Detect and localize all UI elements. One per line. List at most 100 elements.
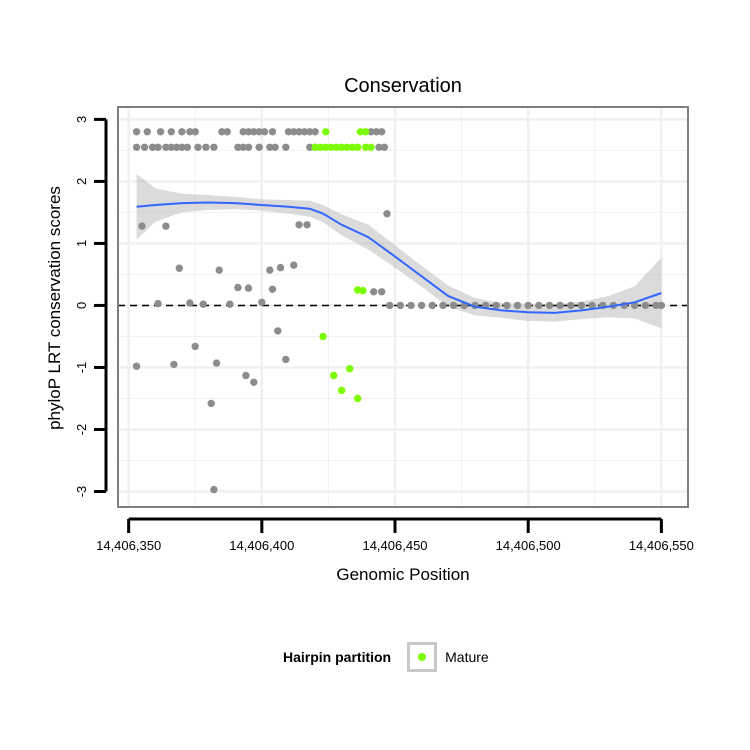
data-point-mature	[338, 143, 346, 151]
legend-title: Hairpin partition	[283, 649, 392, 665]
data-point-mature	[311, 143, 319, 151]
data-point-other	[378, 128, 386, 136]
data-point-other	[132, 128, 141, 136]
data-point-other	[234, 283, 242, 292]
data-point-other	[250, 128, 258, 136]
data-point-other	[577, 301, 586, 310]
data-point-mature	[354, 143, 362, 151]
data-point-mature	[330, 371, 338, 380]
data-point-mature	[356, 128, 365, 136]
data-point-other	[545, 301, 554, 310]
data-point-other	[503, 301, 511, 310]
data-point-other	[492, 301, 500, 310]
data-point-other	[244, 143, 253, 151]
data-point-other	[178, 143, 186, 151]
data-point-other	[303, 221, 311, 229]
data-point-other	[300, 128, 309, 136]
data-point-mature	[316, 143, 325, 151]
data-point-other	[255, 128, 263, 136]
data-point-other	[641, 301, 650, 310]
data-point-other	[154, 143, 162, 151]
data-point-other	[138, 222, 146, 230]
data-point-other	[215, 266, 223, 274]
data-point-other	[132, 362, 141, 370]
data-point-other	[266, 266, 274, 274]
data-point-other	[295, 128, 303, 136]
chart-title: Conservation	[344, 75, 462, 97]
data-point-other	[268, 285, 277, 293]
data-point-other	[162, 222, 170, 230]
data-point-other	[306, 128, 314, 136]
data-point-other	[199, 300, 207, 308]
points-layer	[132, 128, 666, 494]
data-point-mature	[322, 143, 330, 151]
axes-layer: 14,406,350 14,406,400 14,406,450 14,406,500…	[74, 116, 694, 553]
data-point-other	[268, 128, 277, 136]
data-point-mature	[332, 143, 341, 151]
data-point-other	[167, 128, 175, 136]
data-point-other	[380, 143, 389, 151]
data-point-mature	[346, 365, 354, 373]
data-point-mature	[322, 128, 330, 136]
data-point-other	[212, 359, 221, 367]
data-point-other	[186, 299, 194, 307]
x-tick-label: 14,406,550	[629, 538, 694, 553]
data-point-other	[266, 143, 274, 151]
data-point-other	[386, 301, 394, 310]
data-point-other	[524, 301, 532, 310]
data-point-other	[250, 378, 258, 386]
data-point-other	[255, 143, 263, 151]
x-tick-label: 14,406,450	[362, 538, 427, 553]
data-point-other	[186, 128, 194, 136]
legend-key-mature	[407, 642, 438, 672]
data-point-other	[234, 143, 242, 151]
data-point-other	[239, 143, 247, 151]
y-tick-label: 1	[74, 240, 89, 247]
data-point-other	[428, 301, 436, 310]
data-point-other	[202, 143, 210, 151]
data-point-other	[191, 342, 199, 351]
data-point-other	[210, 485, 218, 494]
data-point-other	[154, 299, 162, 308]
data-point-other	[194, 143, 202, 151]
data-point-other	[567, 301, 575, 310]
data-point-other	[170, 360, 178, 369]
data-point-other	[226, 300, 234, 308]
data-point-other	[306, 143, 314, 151]
data-point-other	[449, 301, 458, 310]
y-tick-label: 3	[74, 116, 89, 123]
data-point-other	[132, 143, 141, 151]
data-point-other	[295, 221, 303, 229]
data-point-other	[367, 128, 375, 136]
data-point-mature	[338, 386, 346, 395]
data-point-other	[657, 301, 666, 310]
data-point-other	[210, 143, 218, 151]
data-point-other	[258, 298, 266, 306]
data-point-mature	[367, 143, 375, 151]
data-point-other	[207, 399, 215, 408]
data-point-other	[143, 128, 151, 136]
data-point-other	[223, 128, 231, 136]
data-point-other	[242, 371, 250, 380]
data-point-other	[178, 128, 186, 136]
legend: Hairpin partition Mature	[283, 640, 489, 674]
panel-border	[117, 106, 689, 508]
x-axis-label: Genomic Position	[336, 565, 469, 584]
data-point-other	[372, 128, 381, 136]
data-point-other	[183, 143, 191, 151]
data-point-other	[276, 263, 285, 272]
data-point-mature	[362, 143, 370, 151]
confidence-ribbon-layer	[136, 174, 662, 329]
smooth-line	[136, 201, 662, 314]
data-point-mature	[348, 143, 357, 151]
data-point-other	[274, 327, 282, 335]
data-point-other	[556, 301, 564, 310]
data-point-other	[396, 301, 404, 310]
data-point-other	[148, 143, 157, 151]
y-tick-label: 2	[74, 178, 89, 185]
data-point-other	[407, 301, 415, 310]
data-point-other	[191, 128, 199, 136]
legend-label-mature: Mature	[445, 649, 489, 665]
y-tick-label: 0	[74, 302, 89, 309]
data-point-other	[588, 301, 596, 310]
